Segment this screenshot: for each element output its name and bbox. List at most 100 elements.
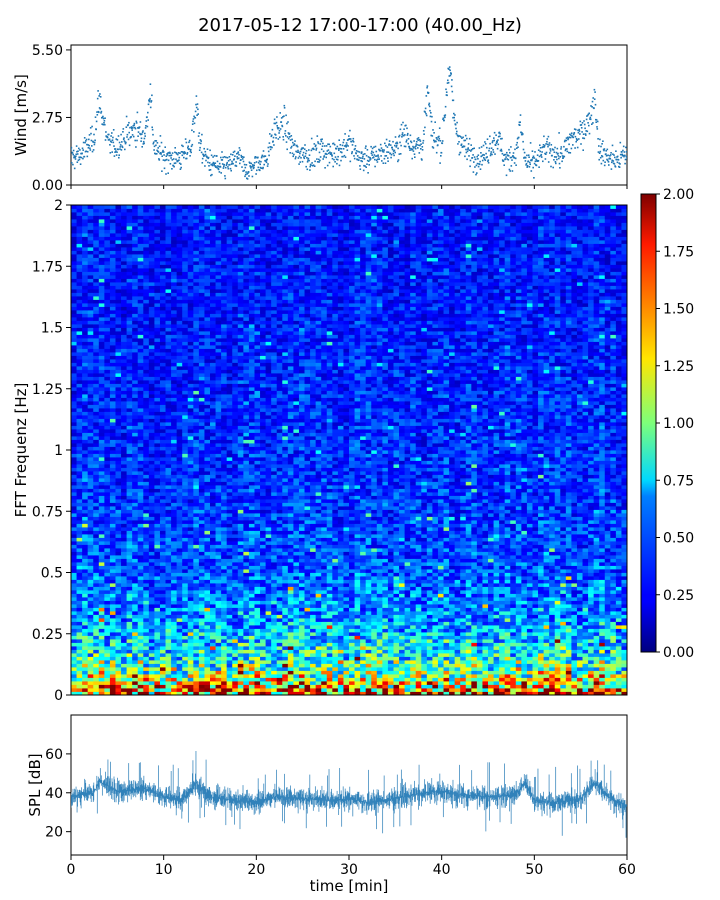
spectrogram-cell bbox=[171, 646, 178, 650]
spectrogram-cell bbox=[198, 590, 205, 594]
spectrogram-cell bbox=[593, 670, 600, 675]
wind-data-point bbox=[576, 139, 579, 141]
wind-data-point bbox=[405, 124, 407, 127]
spectrogram-cell bbox=[76, 618, 83, 622]
spectrogram-cell bbox=[554, 597, 561, 601]
wind-data-point bbox=[487, 160, 489, 162]
spectrogram-cell bbox=[437, 600, 444, 605]
spectrogram-cell bbox=[504, 618, 511, 622]
spectrogram-cell bbox=[549, 642, 556, 647]
spectrogram-cell bbox=[437, 583, 444, 587]
spectrogram-cell bbox=[376, 590, 383, 594]
spectrogram-cell bbox=[337, 579, 344, 584]
spectrogram-cell bbox=[399, 579, 405, 584]
spectrogram-cell bbox=[610, 646, 617, 650]
spectrogram-cell bbox=[326, 660, 333, 664]
spectrogram-cell bbox=[393, 628, 400, 633]
spectrogram-cell bbox=[159, 586, 166, 591]
spectrogram-cell bbox=[354, 611, 361, 615]
wind-data-point bbox=[623, 155, 625, 158]
spectrogram-cell bbox=[232, 681, 239, 685]
spectrogram-cell bbox=[226, 621, 233, 626]
wind-y-tick-label: 0.00 bbox=[32, 178, 63, 194]
spectrogram-cell bbox=[443, 691, 450, 695]
spectrogram-cell bbox=[126, 586, 133, 591]
spectrogram-cell bbox=[510, 649, 517, 654]
wind-data-point bbox=[475, 164, 478, 167]
wind-data-point bbox=[157, 147, 159, 149]
wind-data-point bbox=[177, 152, 180, 154]
spectrogram-cell bbox=[87, 597, 94, 601]
wind-data-point bbox=[610, 168, 613, 170]
spectrogram-cell bbox=[343, 684, 350, 689]
wind-data-point bbox=[466, 158, 468, 161]
wind-data-point bbox=[605, 150, 607, 152]
spectrogram-cell bbox=[143, 586, 150, 591]
wind-data-point bbox=[579, 120, 582, 123]
wind-data-point bbox=[625, 155, 627, 158]
spectrogram-cell bbox=[243, 583, 250, 587]
wind-data-point bbox=[287, 121, 289, 123]
spectrogram-cell bbox=[476, 625, 483, 629]
spectrogram-cell bbox=[532, 621, 539, 626]
spectrogram-cell bbox=[204, 674, 211, 678]
spectrogram-cell bbox=[204, 590, 211, 594]
spectrogram-cell bbox=[599, 667, 606, 671]
spectrogram-cell bbox=[204, 660, 211, 664]
spectrogram-cell bbox=[137, 590, 144, 594]
spectrogram-cell bbox=[121, 600, 127, 605]
spectrogram-cell bbox=[532, 667, 539, 671]
spectrogram-cell bbox=[98, 681, 105, 685]
spectrogram-cell bbox=[215, 583, 222, 587]
spectrogram-cell bbox=[298, 649, 305, 654]
spectrogram-cell bbox=[210, 621, 216, 626]
spectrogram-cell bbox=[232, 618, 239, 622]
spectrogram-cell bbox=[265, 618, 272, 622]
spectrogram-cell bbox=[499, 621, 506, 626]
spectrogram-cell bbox=[371, 688, 378, 692]
spectrogram-cell bbox=[488, 646, 494, 650]
spectrogram-cell bbox=[621, 681, 627, 685]
wind-data-point bbox=[374, 145, 377, 148]
spectrogram-cell bbox=[443, 579, 450, 584]
wind-data-point bbox=[217, 165, 219, 167]
wind-data-point bbox=[99, 96, 102, 98]
spectrogram-cell bbox=[493, 635, 500, 640]
spectrogram-cell bbox=[298, 572, 305, 577]
spectrogram-cell bbox=[243, 572, 250, 577]
wind-data-point bbox=[347, 145, 349, 147]
spectrogram-cell bbox=[265, 614, 272, 619]
spectrogram-cell bbox=[310, 579, 317, 584]
spectrogram-cell bbox=[182, 576, 189, 580]
spectrogram-cell bbox=[532, 628, 539, 633]
spectrogram-cell bbox=[560, 632, 567, 636]
wind-data-point bbox=[197, 113, 199, 115]
spectrogram-cell bbox=[410, 656, 417, 661]
spectrogram-cell bbox=[415, 688, 422, 692]
spectrogram-cell bbox=[532, 649, 539, 654]
wind-data-point bbox=[371, 150, 373, 153]
spectrogram-cell bbox=[521, 607, 528, 612]
spectrogram-cell bbox=[187, 674, 194, 678]
spectrogram-cell bbox=[193, 653, 200, 657]
spectrogram-cell bbox=[271, 639, 278, 643]
spectrogram-cell bbox=[343, 572, 350, 577]
spectrogram-cell bbox=[87, 646, 94, 650]
spectrogram-cell bbox=[198, 660, 205, 664]
wind-data-point bbox=[250, 162, 253, 165]
wind-data-point bbox=[494, 153, 496, 155]
spectrogram-cell bbox=[493, 576, 500, 580]
spectrogram-cell bbox=[515, 583, 522, 587]
spectrogram-cell bbox=[182, 618, 189, 622]
spectrogram-cell bbox=[449, 670, 456, 675]
spectrogram-cell bbox=[615, 635, 622, 640]
spectrogram-cell bbox=[221, 656, 228, 661]
spectrogram-cell bbox=[109, 639, 116, 643]
spectrogram-cell bbox=[326, 572, 333, 577]
spectrogram-cell bbox=[349, 684, 355, 689]
spectrogram-cell bbox=[521, 590, 528, 594]
spectrogram-cell bbox=[593, 656, 600, 661]
spectrogram-cell bbox=[393, 593, 400, 598]
spectrogram-cell bbox=[71, 660, 77, 664]
spectrogram-cell bbox=[426, 600, 433, 605]
